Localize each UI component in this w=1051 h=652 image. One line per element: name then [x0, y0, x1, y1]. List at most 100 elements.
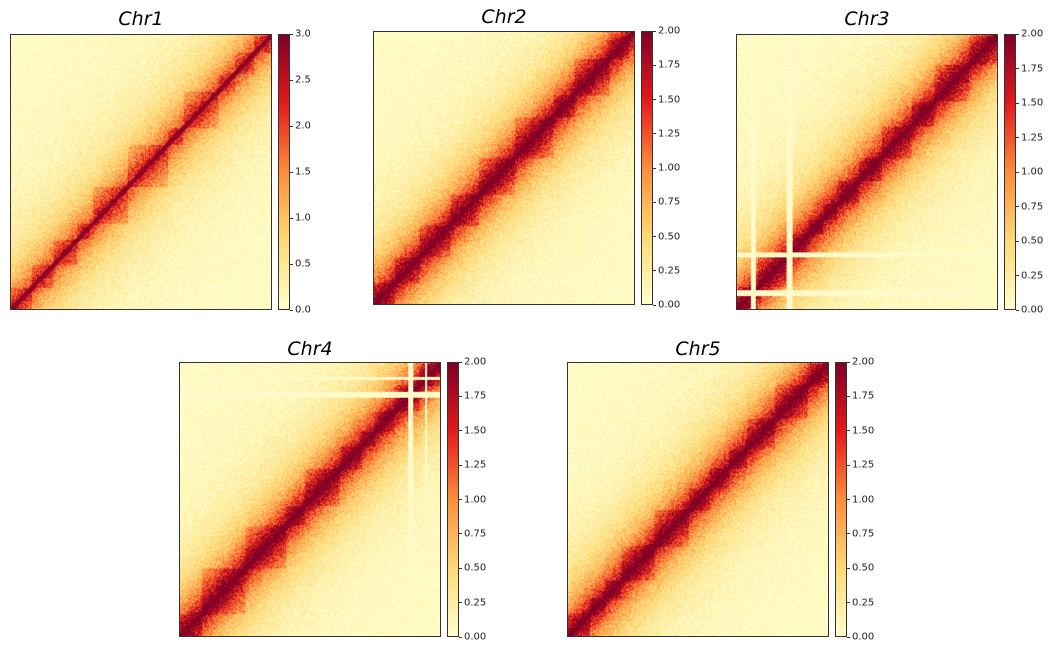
colorbar-chr3: [1004, 34, 1016, 310]
colorbar-tick-label: 3.0: [295, 28, 311, 40]
colorbar-tick-label: 1.50: [658, 94, 681, 105]
colorbar-tick: [459, 636, 462, 638]
colorbar-tick: [290, 263, 293, 265]
colorbar-tick: [290, 171, 293, 173]
colorbar-tick-label: 0.50: [658, 231, 681, 242]
heatmap-chr3: [736, 34, 998, 310]
colorbar-tick: [1016, 206, 1019, 207]
colorbar-tick: [1016, 68, 1019, 69]
colorbar-tick: [653, 167, 656, 169]
colorbar-tick-label: 1.50: [1021, 97, 1044, 109]
colorbar-tick-label: 2.00: [852, 356, 875, 368]
colorbar-tick-label: 0.25: [658, 265, 681, 277]
colorbar-tick: [1016, 102, 1019, 104]
colorbar-tick-label: 1.0: [295, 212, 311, 224]
colorbar-tick-label: 0.25: [464, 597, 487, 609]
colorbar-tick: [847, 636, 850, 638]
colorbar-tick-label: 1.25: [1021, 132, 1044, 143]
chart-title-chr3: Chr3: [844, 8, 890, 30]
colorbar-tick: [1016, 275, 1019, 276]
colorbar-tick: [459, 567, 462, 569]
colorbar-tick: [1016, 240, 1019, 242]
chart-title-chr5: Chr5: [675, 338, 721, 360]
heatmap-chr1: [10, 34, 272, 310]
colorbar-tick-label: 1.50: [852, 425, 875, 437]
colorbar-tick: [653, 304, 656, 306]
colorbar-tick: [847, 567, 850, 569]
colorbar-tick-label: 0.5: [295, 258, 311, 270]
colorbar-tick: [847, 395, 850, 397]
colorbar-tick-label: 0.00: [1021, 304, 1044, 316]
colorbar-tick: [847, 533, 850, 535]
colorbar-tick-label: 2.00: [658, 25, 681, 37]
colorbar-tick: [290, 217, 293, 219]
colorbar-tick: [847, 464, 850, 466]
colorbar-tick: [290, 79, 293, 81]
colorbar-tick: [459, 361, 462, 363]
colorbar-tick: [459, 602, 462, 604]
chart-title-chr2: Chr2: [481, 6, 527, 28]
colorbar-tick: [1016, 309, 1019, 311]
colorbar-tick: [653, 64, 656, 66]
colorbar-tick-label: 0.75: [658, 196, 681, 208]
colorbar-tick-label: 1.75: [464, 390, 487, 402]
colorbar-tick-label: 0.50: [852, 562, 875, 574]
colorbar-tick-label: 1.00: [1021, 166, 1044, 178]
colorbar-tick-label: 2.5: [295, 74, 311, 86]
colorbar-tick-label: 2.00: [1021, 28, 1044, 40]
colorbar-tick-label: 1.75: [658, 59, 681, 71]
colorbar-tick: [653, 99, 656, 100]
colorbar-tick-label: 2.0: [295, 120, 311, 132]
colorbar-tick-label: 1.25: [658, 128, 681, 140]
colorbar-tick-label: 0.25: [852, 597, 875, 609]
colorbar-tick: [847, 602, 850, 604]
colorbar-tick-label: 1.75: [852, 390, 875, 402]
colorbar-tick: [847, 361, 850, 363]
colorbar-tick: [459, 430, 462, 432]
colorbar-tick-label: 0.00: [658, 299, 681, 311]
colorbar-tick-label: 1.75: [1021, 63, 1044, 74]
colorbar-chr2: [641, 31, 653, 305]
colorbar-tick-label: 0.0: [295, 304, 311, 316]
chart-title-chr4: Chr4: [287, 338, 333, 360]
colorbar-tick: [653, 270, 656, 272]
heatmap-chr4: [179, 362, 441, 637]
colorbar-tick-label: 0.75: [464, 528, 487, 540]
colorbar-tick: [290, 125, 293, 127]
colorbar-tick-label: 0.25: [1021, 270, 1044, 281]
heatmap-chr5: [567, 362, 829, 637]
colorbar-tick: [847, 430, 850, 432]
colorbar-tick-label: 1.00: [852, 494, 875, 505]
colorbar-tick: [459, 533, 462, 535]
colorbar-tick: [459, 464, 462, 466]
colorbar-tick-label: 0.00: [852, 631, 875, 643]
colorbar-tick: [459, 499, 462, 500]
colorbar-tick: [653, 236, 656, 237]
colorbar-tick-label: 0.75: [852, 528, 875, 540]
colorbar-tick-label: 0.50: [1021, 235, 1044, 247]
colorbar-tick-label: 0.00: [464, 631, 487, 643]
colorbar-tick-label: 0.50: [464, 562, 487, 574]
colorbar-tick-label: 1.00: [464, 494, 487, 505]
colorbar-tick-label: 1.00: [658, 162, 681, 174]
colorbar-chr1: [278, 34, 290, 310]
colorbar-chr5: [835, 362, 847, 637]
chart-title-chr1: Chr1: [118, 8, 164, 30]
colorbar-tick: [1016, 33, 1019, 35]
colorbar-chr4: [447, 362, 459, 637]
colorbar-tick-label: 1.50: [464, 425, 487, 437]
colorbar-tick: [290, 309, 293, 311]
colorbar-tick: [653, 133, 656, 135]
colorbar-tick-label: 0.75: [1021, 201, 1044, 212]
colorbar-tick: [1016, 171, 1019, 173]
colorbar-tick-label: 1.25: [464, 459, 487, 471]
colorbar-tick-label: 1.25: [852, 459, 875, 471]
colorbar-tick: [847, 499, 850, 500]
colorbar-tick-label: 1.5: [295, 166, 311, 178]
colorbar-tick: [653, 201, 656, 203]
colorbar-tick: [459, 395, 462, 397]
colorbar-tick-label: 2.00: [464, 356, 487, 368]
colorbar-tick: [290, 33, 293, 35]
colorbar-tick: [653, 30, 656, 32]
heatmap-chr2: [373, 31, 635, 305]
